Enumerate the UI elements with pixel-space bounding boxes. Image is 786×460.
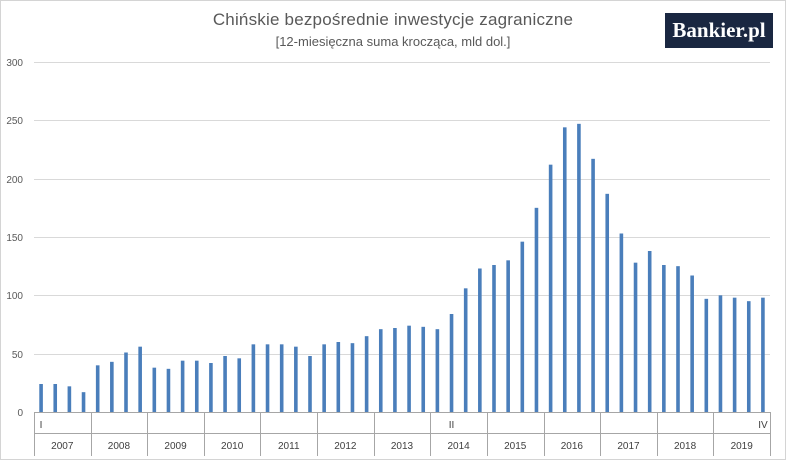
- bar: [577, 123, 581, 412]
- bar: [294, 346, 298, 412]
- bar: [251, 344, 256, 412]
- bar: [548, 164, 553, 412]
- bar: [336, 342, 341, 412]
- bar: [676, 266, 680, 412]
- year-label: 2009: [164, 441, 187, 452]
- year-label: 2012: [334, 441, 357, 452]
- bar: [761, 297, 765, 412]
- bar: [435, 329, 440, 412]
- y-tick-label: 250: [6, 116, 23, 127]
- gridlines: [34, 62, 770, 355]
- bar: [478, 268, 482, 412]
- bar: [194, 360, 199, 412]
- bar: [492, 265, 496, 412]
- chart-title: Chińskie bezpośrednie inwestycje zagrani…: [212, 10, 574, 29]
- y-tick-label: 200: [6, 175, 23, 186]
- bar: [732, 297, 737, 412]
- bar: [463, 288, 468, 412]
- bar: [350, 343, 355, 412]
- bar: [223, 356, 227, 412]
- bars: [39, 123, 765, 412]
- bankier-logo: Bankier.pl: [665, 13, 773, 48]
- bar: [633, 262, 638, 412]
- bar: [619, 233, 624, 412]
- bar: [152, 367, 157, 412]
- bar: [393, 328, 397, 412]
- quarter-label: IV: [758, 420, 768, 431]
- bar: [449, 314, 454, 412]
- bar: [265, 344, 270, 412]
- bar: [237, 358, 242, 412]
- bar: [53, 384, 58, 412]
- bar: [378, 329, 383, 412]
- bar: [81, 392, 86, 412]
- y-tick-label: 100: [6, 291, 23, 302]
- bar: [718, 295, 723, 412]
- bar: [746, 301, 751, 412]
- bar: [67, 386, 72, 412]
- y-tick-label: 150: [6, 233, 23, 244]
- bar: [39, 384, 43, 412]
- bar: [209, 363, 213, 412]
- quarter-label: II: [449, 420, 455, 431]
- y-axis-ticks: 0 50 100 150 200 250 300: [6, 58, 23, 419]
- bar: [407, 325, 411, 412]
- bar: [180, 360, 185, 412]
- bar: [138, 346, 142, 412]
- bar: [421, 326, 426, 412]
- y-tick-label: 0: [17, 408, 23, 419]
- bar: [534, 207, 539, 412]
- y-tick-label: 300: [6, 58, 23, 69]
- bar: [322, 344, 326, 412]
- year-label: 2014: [447, 441, 470, 452]
- year-label: 2016: [561, 441, 584, 452]
- year-label: 2011: [278, 441, 300, 452]
- y-tick-label: 50: [12, 350, 24, 361]
- bar: [308, 356, 312, 412]
- bar: [562, 127, 567, 412]
- bar: [591, 158, 595, 412]
- year-label: 2018: [674, 441, 697, 452]
- year-label: 2010: [221, 441, 244, 452]
- bar: [166, 368, 171, 412]
- quarter-label: I: [40, 420, 43, 431]
- chart-subtitle: [12-miesięczna suma krocząca, mld dol.]: [275, 34, 511, 49]
- bar: [506, 260, 510, 412]
- year-label: 2013: [391, 441, 414, 452]
- x-axis: 2007 2008 2009 2010 2011 2012 2013 2014 2015 2016…: [34, 412, 771, 456]
- year-label: 2019: [731, 441, 754, 452]
- year-label: 2008: [108, 441, 131, 452]
- bar: [520, 241, 525, 412]
- bar: [124, 352, 128, 412]
- bar: [95, 365, 100, 412]
- bar: [704, 298, 709, 412]
- year-label: 2017: [617, 441, 640, 452]
- bar: [662, 265, 666, 412]
- bar: [364, 336, 369, 412]
- bar: [647, 251, 652, 412]
- bar: [279, 344, 284, 412]
- year-label: 2007: [51, 441, 74, 452]
- bar: [605, 193, 610, 412]
- year-label: 2015: [504, 441, 527, 452]
- bar: [690, 275, 694, 412]
- bar: [110, 361, 114, 412]
